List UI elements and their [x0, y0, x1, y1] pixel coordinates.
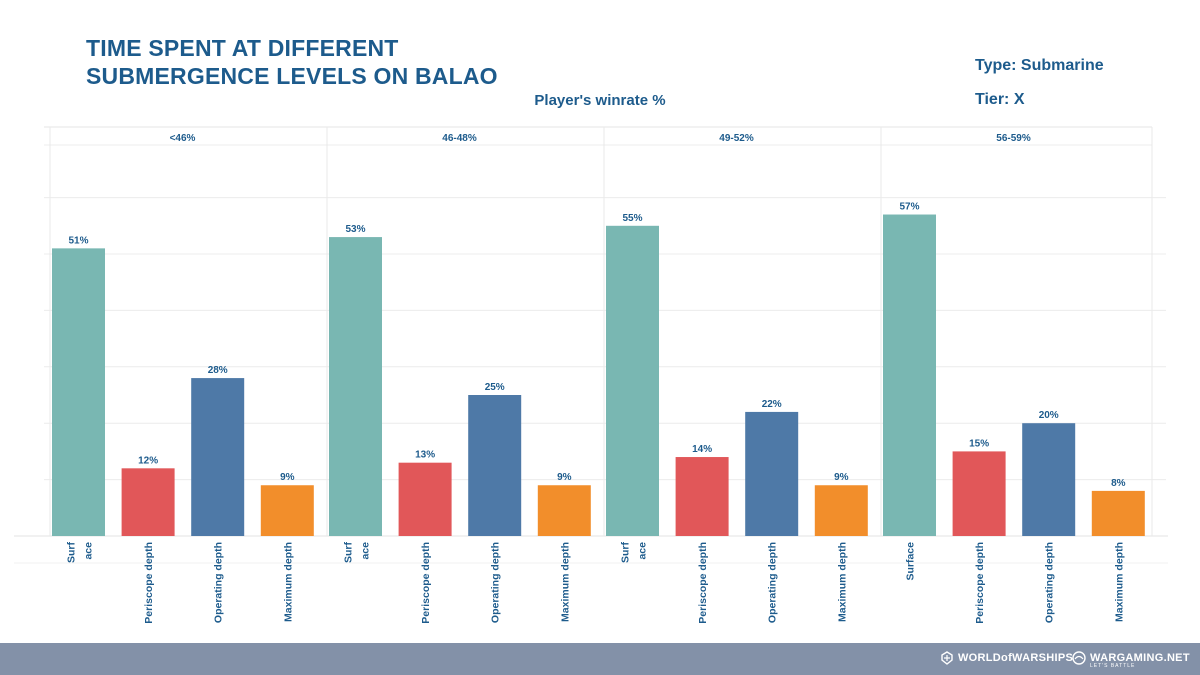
data-label: 28%: [208, 365, 228, 376]
data-label: 15%: [969, 438, 989, 449]
x-tick-label: Operating depth: [1044, 542, 1056, 623]
x-tick-label: Maximum depth: [836, 542, 848, 622]
data-label: 51%: [68, 235, 88, 246]
wargaming-tagline: LET'S BATTLE: [1090, 663, 1136, 669]
data-label: 55%: [622, 213, 642, 224]
bar: [952, 451, 1006, 536]
data-label: 12%: [138, 455, 158, 466]
footer-bar: WORLDofWARSHIPS WARGAMING.NET LET'S BATT…: [0, 643, 1200, 675]
bar-chart: <46% 51% Surf ace 12% Periscope depth 28% Opera…: [14, 126, 1168, 624]
chart-title-line-2: SUBMERGENCE LEVELS ON BALAO: [86, 63, 498, 89]
facet-panel: <46% 51% Surf ace 12% Periscope depth 28% Opera…: [49, 127, 314, 624]
bar: [191, 378, 245, 536]
facet-panel: 56-59% 57% Surface 15% Periscope depth 20% Ope…: [880, 127, 1145, 624]
bar: [537, 485, 591, 536]
facet-label: <46%: [170, 133, 196, 144]
x-tick-label: Operating depth: [213, 542, 225, 623]
data-label: 9%: [557, 472, 572, 483]
x-tick-label: Surface: [905, 542, 917, 581]
x-tick-label: Periscope depth: [420, 542, 432, 624]
data-label: 57%: [899, 202, 919, 213]
facet-axis-title: Player's winrate %: [534, 92, 666, 109]
bar: [606, 225, 659, 537]
x-tick-label: Maximum depth: [559, 542, 571, 622]
data-label: 22%: [762, 399, 782, 410]
x-tick-label: Operating depth: [767, 542, 779, 623]
wargaming-brand-text: WARGAMING.NET: [1090, 652, 1190, 664]
bar: [468, 395, 522, 536]
data-label: 25%: [485, 382, 505, 393]
facet-panel: 49-52% 55% Surf ace 14% Periscope depth 22% Ope…: [603, 127, 868, 624]
data-label: 20%: [1039, 410, 1059, 421]
bar: [329, 237, 382, 536]
wows-brand-text: WORLDofWARSHIPS: [958, 652, 1074, 664]
wows-logo-icon: [941, 651, 953, 665]
data-label: 8%: [1111, 478, 1126, 489]
facet-label: 46-48%: [442, 133, 477, 144]
x-tick-label: Periscope depth: [143, 542, 155, 624]
bar: [814, 485, 868, 536]
facet-label: 56-59%: [996, 133, 1031, 144]
chart-title-line-1: TIME SPENT AT DIFFERENT: [86, 35, 399, 61]
type-label: Type: Submarine: [975, 57, 1104, 74]
x-tick-label: Operating depth: [490, 542, 502, 623]
data-label: 13%: [415, 450, 435, 461]
data-label: 53%: [345, 224, 365, 235]
data-label: 9%: [834, 472, 849, 483]
bar: [745, 411, 799, 536]
facet-label: 49-52%: [719, 133, 754, 144]
wargaming-brand: WARGAMING.NET LET'S BATTLE: [1090, 652, 1190, 669]
chart-title: TIME SPENT AT DIFFERENT SUBMERGENCE LEVE…: [86, 34, 498, 90]
x-tick-label: Periscope depth: [697, 542, 709, 624]
wargaming-logo-icon: [1072, 651, 1086, 665]
bar: [1022, 423, 1076, 536]
bar: [883, 214, 936, 536]
x-tick-label: Periscope depth: [974, 542, 986, 624]
bar: [121, 468, 175, 536]
facet-panel: 46-48% 53% Surf ace 13% Periscope depth 25% Ope…: [326, 127, 591, 624]
bar: [260, 485, 314, 536]
tier-label: Tier: X: [975, 91, 1025, 108]
bar: [1091, 490, 1145, 536]
data-label: 9%: [280, 472, 295, 483]
x-tick-label: Maximum depth: [1113, 542, 1125, 622]
bar: [398, 462, 452, 536]
bar: [675, 457, 729, 536]
bar: [52, 248, 105, 537]
x-tick-label: Maximum depth: [282, 542, 294, 622]
data-label: 14%: [692, 444, 712, 455]
